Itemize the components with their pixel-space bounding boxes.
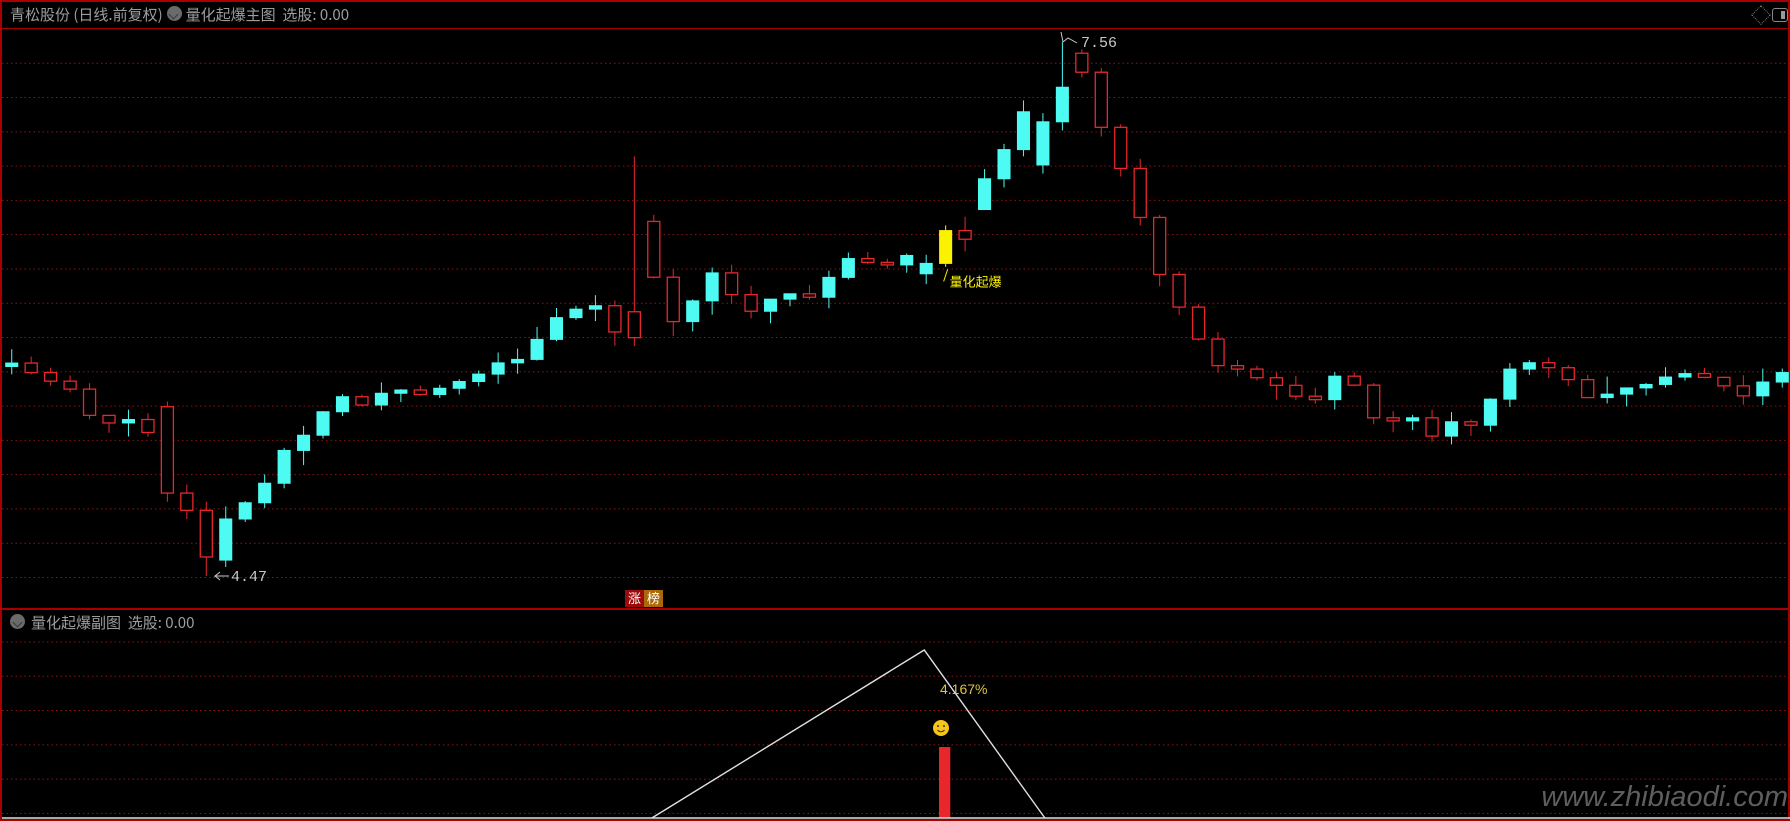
svg-text:4.167%: 4.167%: [940, 681, 987, 697]
svg-text:www.zhibiaodi.com: www.zhibiaodi.com: [1541, 781, 1788, 813]
svg-text:7.56: 7.56: [1081, 35, 1117, 52]
svg-text:4.47: 4.47: [231, 569, 267, 586]
svg-text:量化起爆: 量化起爆: [950, 271, 1002, 290]
